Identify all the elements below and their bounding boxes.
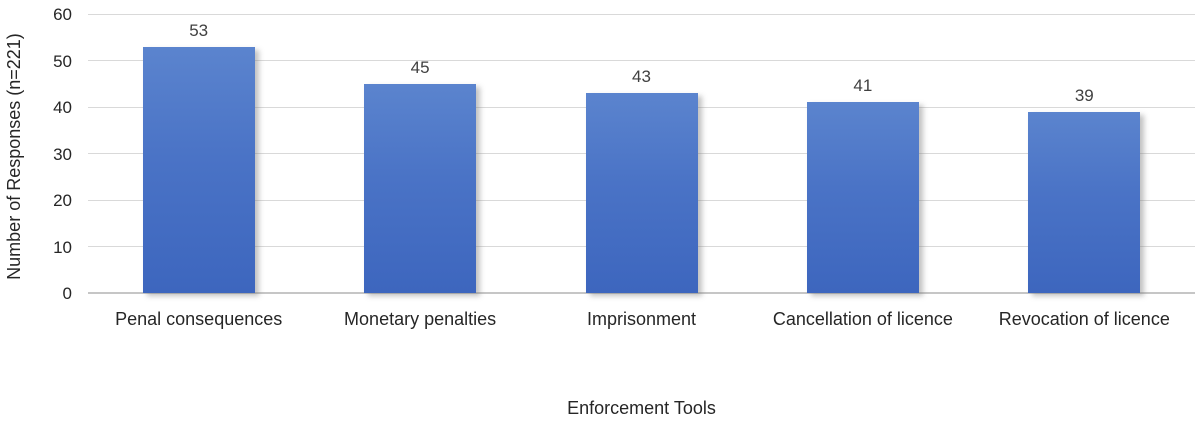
y-tick-label: 30 xyxy=(53,144,72,164)
category-label: Imprisonment xyxy=(586,309,697,329)
y-tick-label: 20 xyxy=(53,191,72,210)
y-tick-label: 60 xyxy=(53,5,72,24)
bar xyxy=(585,93,698,293)
y-tick-label: 40 xyxy=(53,98,72,117)
bar xyxy=(806,102,919,293)
category-label: Cancellation of licence xyxy=(772,309,953,329)
bar-value-label: 39 xyxy=(1074,85,1094,105)
category-label: Monetary penalties xyxy=(344,309,497,329)
plot-area xyxy=(88,13,1195,294)
y-tick-label: 10 xyxy=(53,237,72,257)
gridline xyxy=(88,60,1195,61)
y-tick-label: 0 xyxy=(62,284,72,303)
bar-value-label: 45 xyxy=(410,57,430,77)
category-label: Penal consequences xyxy=(115,309,283,329)
bar-value-label: 43 xyxy=(632,67,651,87)
x-axis-title: Enforcement Tools xyxy=(567,398,716,418)
category-label: Revocation of licence xyxy=(998,309,1170,329)
bar xyxy=(364,83,477,293)
bar-value-label: 53 xyxy=(189,20,209,40)
gridline xyxy=(88,292,1195,294)
y-tick-label: 50 xyxy=(53,51,72,71)
bar-value-label: 41 xyxy=(853,76,873,96)
bar xyxy=(1028,111,1141,293)
bar xyxy=(142,46,255,293)
gridline xyxy=(88,13,1195,15)
